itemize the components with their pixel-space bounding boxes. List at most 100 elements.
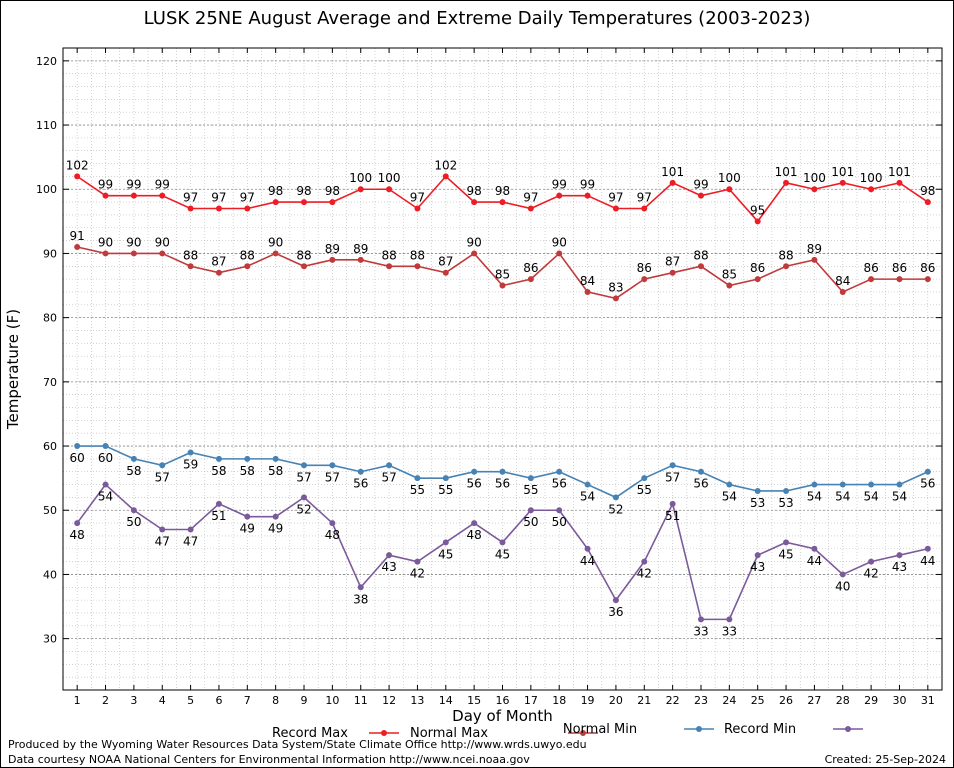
data-point [102, 443, 109, 450]
data-label: 88 [381, 248, 396, 262]
x-tick-label: 18 [552, 694, 566, 707]
data-label: 84 [580, 274, 595, 288]
y-tick-label: 100 [36, 183, 57, 196]
data-label: 55 [637, 483, 652, 497]
data-point [641, 205, 648, 212]
data-point [527, 475, 534, 482]
data-point [357, 584, 364, 591]
data-point [471, 199, 478, 206]
data-label: 49 [268, 522, 283, 536]
data-point [159, 462, 166, 469]
x-tick-label: 2 [102, 694, 109, 707]
data-label: 99 [155, 178, 170, 192]
data-point [187, 449, 194, 456]
data-label: 57 [325, 470, 340, 484]
data-label: 89 [325, 242, 340, 256]
x-tick-label: 15 [467, 694, 481, 707]
data-label: 45 [495, 547, 510, 561]
data-point [669, 269, 676, 276]
data-label: 88 [778, 248, 793, 262]
data-label: 95 [750, 203, 765, 217]
data-label: 88 [240, 248, 255, 262]
data-point [896, 552, 903, 559]
data-point [386, 552, 393, 559]
data-point [896, 481, 903, 488]
y-tick-label: 30 [43, 633, 57, 646]
data-label: 85 [722, 268, 737, 282]
data-label: 60 [70, 451, 85, 465]
legend-label: Record Min [724, 722, 796, 737]
data-point [754, 552, 761, 559]
data-label: 42 [637, 567, 652, 581]
data-point [868, 481, 875, 488]
data-point [839, 481, 846, 488]
data-point [499, 282, 506, 289]
data-label: 54 [722, 490, 737, 504]
data-point [159, 526, 166, 533]
data-point [329, 199, 336, 206]
y-tick-label: 90 [43, 247, 57, 260]
x-tick-label: 19 [581, 694, 595, 707]
x-tick-label: 30 [892, 694, 906, 707]
data-label: 54 [98, 490, 113, 504]
data-point [74, 173, 81, 180]
data-label: 98 [467, 184, 482, 198]
data-label: 85 [495, 268, 510, 282]
data-point [584, 545, 591, 552]
data-point [783, 179, 790, 186]
x-tick-label: 21 [637, 694, 651, 707]
data-label: 102 [66, 158, 89, 172]
data-point [612, 597, 619, 604]
data-label: 56 [693, 477, 708, 491]
data-point [272, 199, 279, 206]
x-tick-label: 17 [524, 694, 538, 707]
data-label: 42 [410, 567, 425, 581]
data-label: 100 [718, 171, 741, 185]
data-label: 100 [349, 171, 372, 185]
data-label: 98 [268, 184, 283, 198]
data-point [74, 443, 81, 450]
legend-label: Record Max [272, 726, 348, 741]
x-axis-label: Day of Month [452, 707, 553, 725]
data-point [612, 205, 619, 212]
x-tick-label: 7 [244, 694, 251, 707]
data-label: 40 [835, 579, 850, 593]
data-label: 90 [268, 235, 283, 249]
data-label: 58 [211, 464, 226, 478]
data-point [471, 250, 478, 257]
data-label: 56 [353, 477, 368, 491]
legend-marker [381, 730, 387, 736]
x-tick-label: 14 [439, 694, 453, 707]
data-point [244, 513, 251, 520]
data-label: 58 [126, 464, 141, 478]
data-point [499, 468, 506, 475]
data-label: 57 [155, 470, 170, 484]
x-tick-label: 16 [496, 694, 510, 707]
data-label: 54 [580, 490, 595, 504]
data-point [839, 179, 846, 186]
data-point [471, 468, 478, 475]
data-label: 88 [183, 248, 198, 262]
data-label: 99 [580, 178, 595, 192]
data-label: 51 [211, 509, 226, 523]
data-point [414, 263, 421, 270]
data-label: 48 [325, 528, 340, 542]
data-label: 97 [183, 191, 198, 205]
data-label: 51 [665, 509, 680, 523]
data-point [641, 558, 648, 565]
data-label: 53 [778, 496, 793, 510]
data-point [839, 571, 846, 578]
x-tick-label: 13 [410, 694, 424, 707]
data-label: 57 [665, 470, 680, 484]
data-point [414, 205, 421, 212]
data-label: 53 [750, 496, 765, 510]
data-point [783, 539, 790, 546]
y-tick-label: 110 [36, 119, 57, 132]
data-point [357, 256, 364, 263]
data-point [442, 475, 449, 482]
x-tick-label: 9 [301, 694, 308, 707]
data-label: 52 [608, 502, 623, 516]
data-point [244, 205, 251, 212]
y-tick-label: 60 [43, 440, 57, 453]
